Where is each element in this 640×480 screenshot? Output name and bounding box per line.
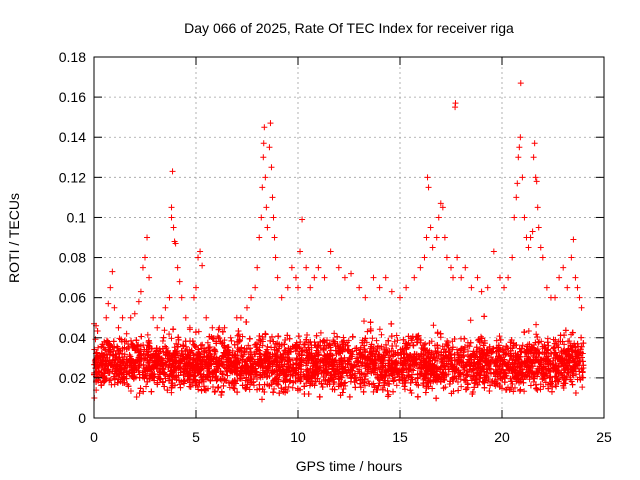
data-point [401,386,408,393]
data-point [369,335,376,342]
data-point [289,384,296,391]
data-point [439,343,446,350]
data-point [331,330,338,337]
data-point [161,327,168,334]
data-point [552,382,559,389]
data-point [429,385,436,392]
data-point [180,379,187,386]
data-point [160,349,167,356]
data-point [246,386,253,393]
data-point [168,335,175,342]
data-point [376,326,383,333]
data-point [370,388,377,395]
data-point [159,338,166,345]
data-point [510,388,517,395]
data-point [226,384,233,391]
data-point [144,331,151,338]
data-point [218,388,225,395]
data-point [294,355,301,362]
data-point [393,382,400,389]
data-point [317,329,324,336]
data-point [552,336,559,343]
data-points [91,80,587,403]
data-point [373,337,380,344]
data-point [537,386,544,393]
data-point [342,379,349,386]
data-point [375,383,382,390]
data-point [519,342,526,349]
data-point [197,342,204,349]
data-point [268,344,275,351]
data-point [533,331,540,338]
data-point [340,385,347,392]
data-point [579,369,586,376]
data-point [264,343,271,350]
data-point [271,385,278,392]
data-point [394,337,401,344]
data-point [496,333,503,340]
data-point [564,338,571,345]
data-point [209,384,216,391]
data-point [361,382,368,389]
data-point [133,393,140,400]
data-point [143,351,150,358]
data-point [356,366,363,373]
data-point [579,384,586,391]
data-point [168,384,175,391]
data-point [166,331,173,338]
data-point [204,339,211,346]
data-point [259,333,266,340]
data-point [239,333,246,340]
data-point [365,378,372,385]
data-point [429,357,436,364]
data-point [410,367,417,374]
data-point [550,345,557,352]
data-point [361,318,368,325]
data-point [364,328,371,335]
data-point [465,342,472,349]
data-point [536,338,543,345]
data-point [444,342,451,349]
data-point [408,389,415,396]
data-point [393,332,400,339]
data-point [458,383,465,390]
data-point [506,357,513,364]
data-point [533,321,540,328]
data-point [220,371,227,378]
data-point [143,383,150,390]
data-point [430,322,437,329]
data-point [378,331,385,338]
data-point [525,328,532,335]
data-point [454,378,461,385]
data-point [493,337,500,344]
data-point [127,387,134,394]
data-point [509,380,516,387]
data-point [540,383,547,390]
data-point [391,338,398,345]
data-point [467,317,474,324]
